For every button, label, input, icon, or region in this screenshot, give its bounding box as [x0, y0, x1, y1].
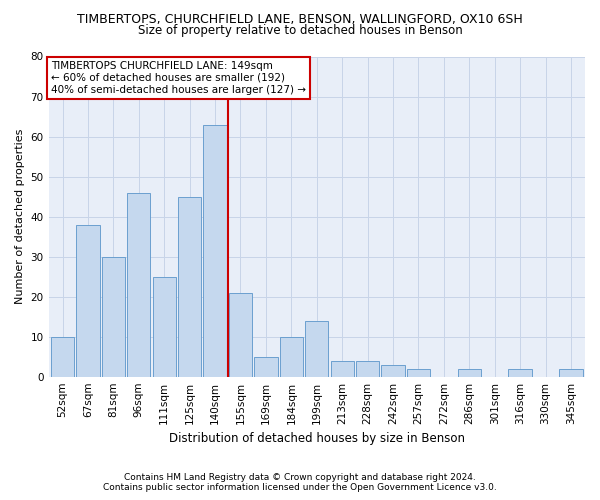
Bar: [458, 368, 481, 376]
Bar: [101, 256, 125, 376]
Bar: [203, 124, 227, 376]
Bar: [229, 292, 252, 376]
Text: TIMBERTOPS, CHURCHFIELD LANE, BENSON, WALLINGFORD, OX10 6SH: TIMBERTOPS, CHURCHFIELD LANE, BENSON, WA…: [77, 12, 523, 26]
Bar: [178, 196, 202, 376]
Bar: [127, 192, 151, 376]
Bar: [559, 368, 583, 376]
Bar: [508, 368, 532, 376]
Bar: [305, 320, 328, 376]
Y-axis label: Number of detached properties: Number of detached properties: [15, 129, 25, 304]
Bar: [254, 356, 278, 376]
Bar: [356, 360, 379, 376]
Bar: [382, 364, 405, 376]
Text: TIMBERTOPS CHURCHFIELD LANE: 149sqm
← 60% of detached houses are smaller (192)
4: TIMBERTOPS CHURCHFIELD LANE: 149sqm ← 60…: [51, 62, 306, 94]
Bar: [51, 336, 74, 376]
Bar: [331, 360, 354, 376]
Text: Contains HM Land Registry data © Crown copyright and database right 2024.
Contai: Contains HM Land Registry data © Crown c…: [103, 473, 497, 492]
Bar: [280, 336, 303, 376]
Text: Size of property relative to detached houses in Benson: Size of property relative to detached ho…: [137, 24, 463, 37]
Bar: [407, 368, 430, 376]
Bar: [76, 224, 100, 376]
X-axis label: Distribution of detached houses by size in Benson: Distribution of detached houses by size …: [169, 432, 465, 445]
Bar: [152, 276, 176, 376]
